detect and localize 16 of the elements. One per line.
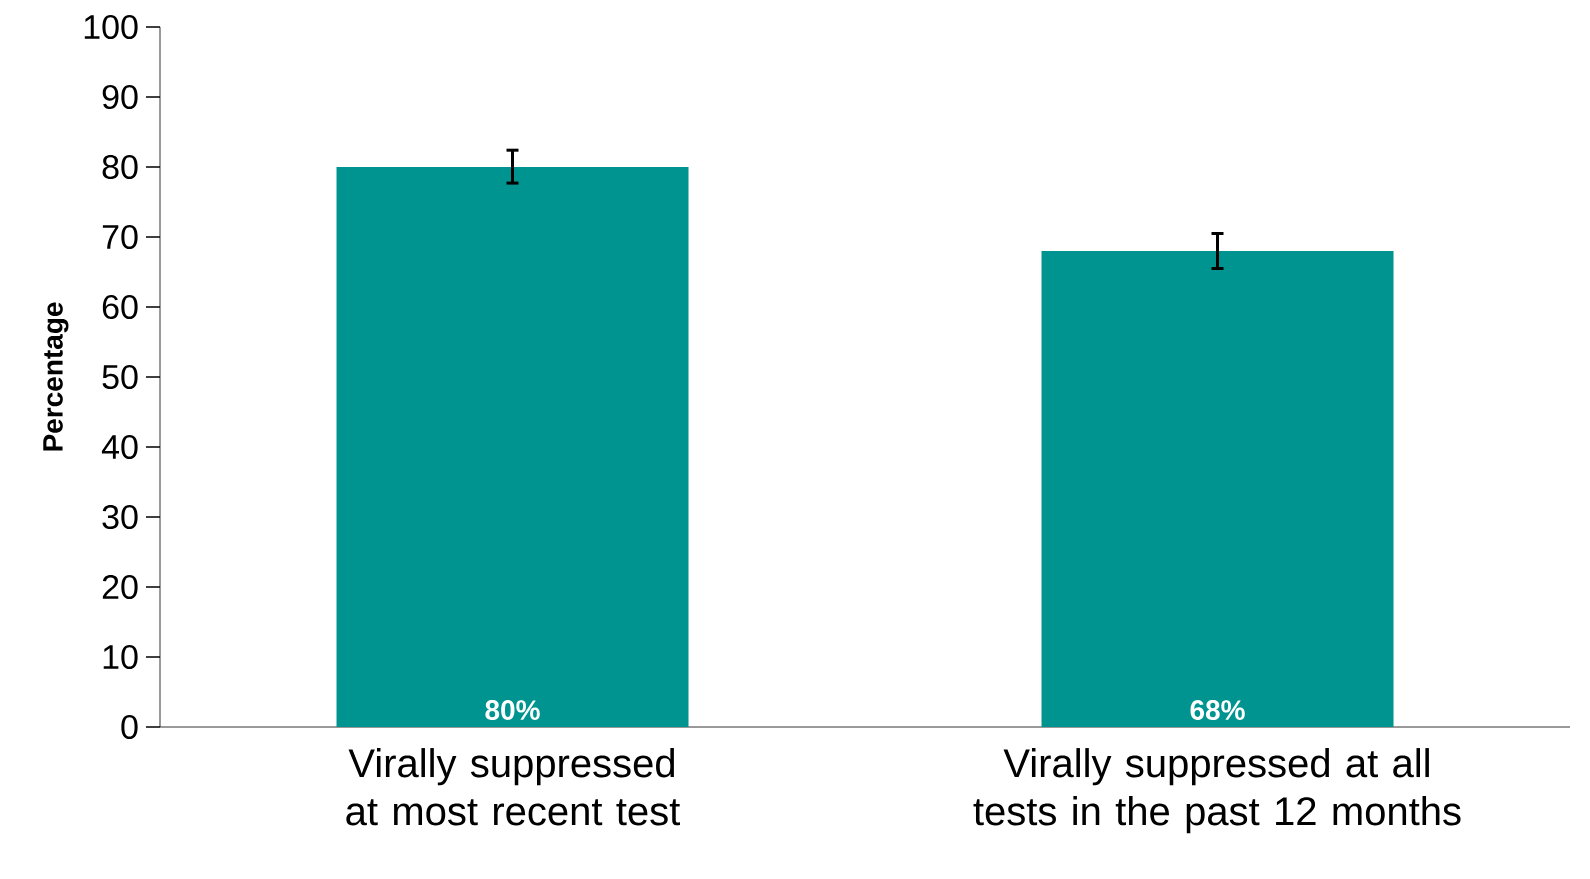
y-tick-label: 0	[121, 714, 138, 740]
y-tick-label: 70	[102, 224, 138, 250]
y-tick-label: 50	[102, 364, 138, 390]
y-tick-label: 30	[102, 504, 138, 530]
y-tick-label: 100	[84, 14, 138, 40]
y-tick-label: 80	[102, 154, 138, 180]
x-tick-label: Virally suppressed at all tests in the past 12 months	[973, 748, 1461, 834]
y-tick-label: 40	[101, 434, 138, 460]
y-tick-label: 90	[102, 84, 138, 110]
y-axis-title: Percentage	[43, 302, 69, 451]
y-tick-label: 20	[102, 574, 138, 600]
y-tick-label: 60	[102, 294, 138, 320]
y-tick-label: 10	[103, 644, 138, 670]
data-label: 80%	[485, 700, 540, 720]
data-label: 68%	[1190, 700, 1245, 720]
x-tick-label: Virally suppressed at most recent test	[346, 748, 680, 826]
